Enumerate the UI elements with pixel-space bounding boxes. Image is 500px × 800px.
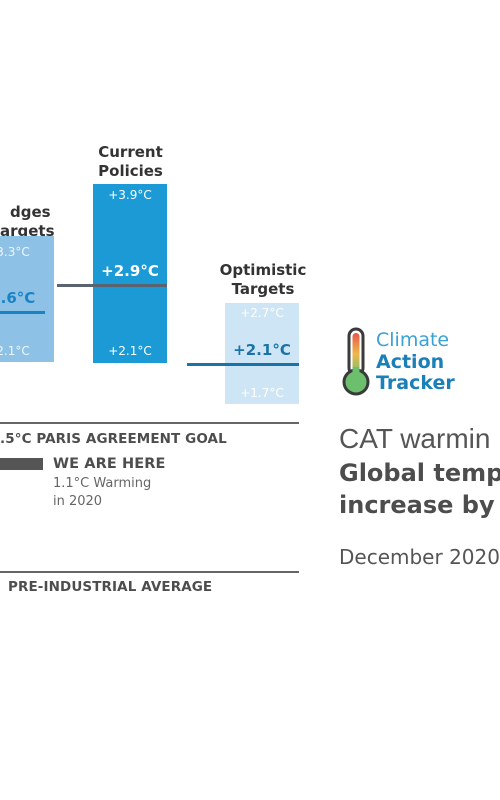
bar-1-mid-line: [0, 311, 45, 314]
bar-2-name-line2: Policies: [98, 162, 163, 180]
bar-2-high-label: +3.9°C: [108, 188, 152, 202]
bar-3: [225, 303, 299, 404]
paris-goal-line: [0, 422, 299, 424]
bar-3-mid-line: [187, 363, 299, 366]
bar-1-name-line2: argets: [0, 222, 55, 240]
subtitle-line-1: Global temp: [339, 459, 500, 487]
logo-line-3: Tracker: [376, 372, 455, 394]
bar-3-name-line2: Targets: [231, 280, 295, 298]
pre-industrial-line: [0, 571, 299, 573]
bar-3-name-line1: Optimistic: [219, 261, 307, 279]
bar-1: [0, 236, 54, 362]
date-label: December 2020: [339, 545, 500, 569]
bar-2-low-label: +2.1°C: [108, 344, 152, 358]
bar-1-name-line1: dges: [10, 203, 51, 221]
bar-2-mid-line: [57, 284, 167, 287]
bar-2-name-line1: Current: [98, 143, 163, 161]
subtitle-line-2: increase by: [339, 491, 495, 519]
thermometer-icon: [342, 327, 370, 396]
we-are-here-marker: [0, 458, 43, 470]
bar-3-mid-label: +2.1°C: [233, 341, 291, 359]
bar-3-name: Optimistic Targets: [208, 261, 318, 299]
bar-1-mid-label: .6°C: [0, 289, 36, 307]
climate-action-tracker-logo: Climate Action Tracker: [339, 327, 500, 397]
bar-2-name: Current Policies: [88, 143, 173, 181]
we-are-here-note: 1.1°C Warming in 2020: [53, 475, 151, 511]
bar-2-mid-label: +2.9°C: [101, 262, 159, 280]
we-are-here-title: WE ARE HERE: [53, 456, 166, 472]
bar-1-name: dges argets: [0, 203, 60, 241]
bar-1-low-label: 2.1°C: [0, 344, 30, 358]
page-title: CAT warmin: [339, 423, 491, 454]
bar-1-high-label: 3.3°C: [0, 245, 30, 259]
pre-industrial-label: PRE-INDUSTRIAL AVERAGE: [8, 579, 213, 595]
bar-3-low-label: +1.7°C: [240, 386, 284, 400]
logo-line-1: Climate: [376, 329, 450, 351]
we-are-here-note-line2: in 2020: [53, 494, 103, 509]
bar-3-high-label: +2.7°C: [240, 306, 284, 320]
logo-line-2: Action: [376, 351, 445, 373]
paris-goal-label: .5°C PARIS AGREEMENT GOAL: [0, 431, 227, 447]
bar-2: [93, 184, 167, 363]
we-are-here-note-line1: 1.1°C Warming: [53, 476, 152, 491]
